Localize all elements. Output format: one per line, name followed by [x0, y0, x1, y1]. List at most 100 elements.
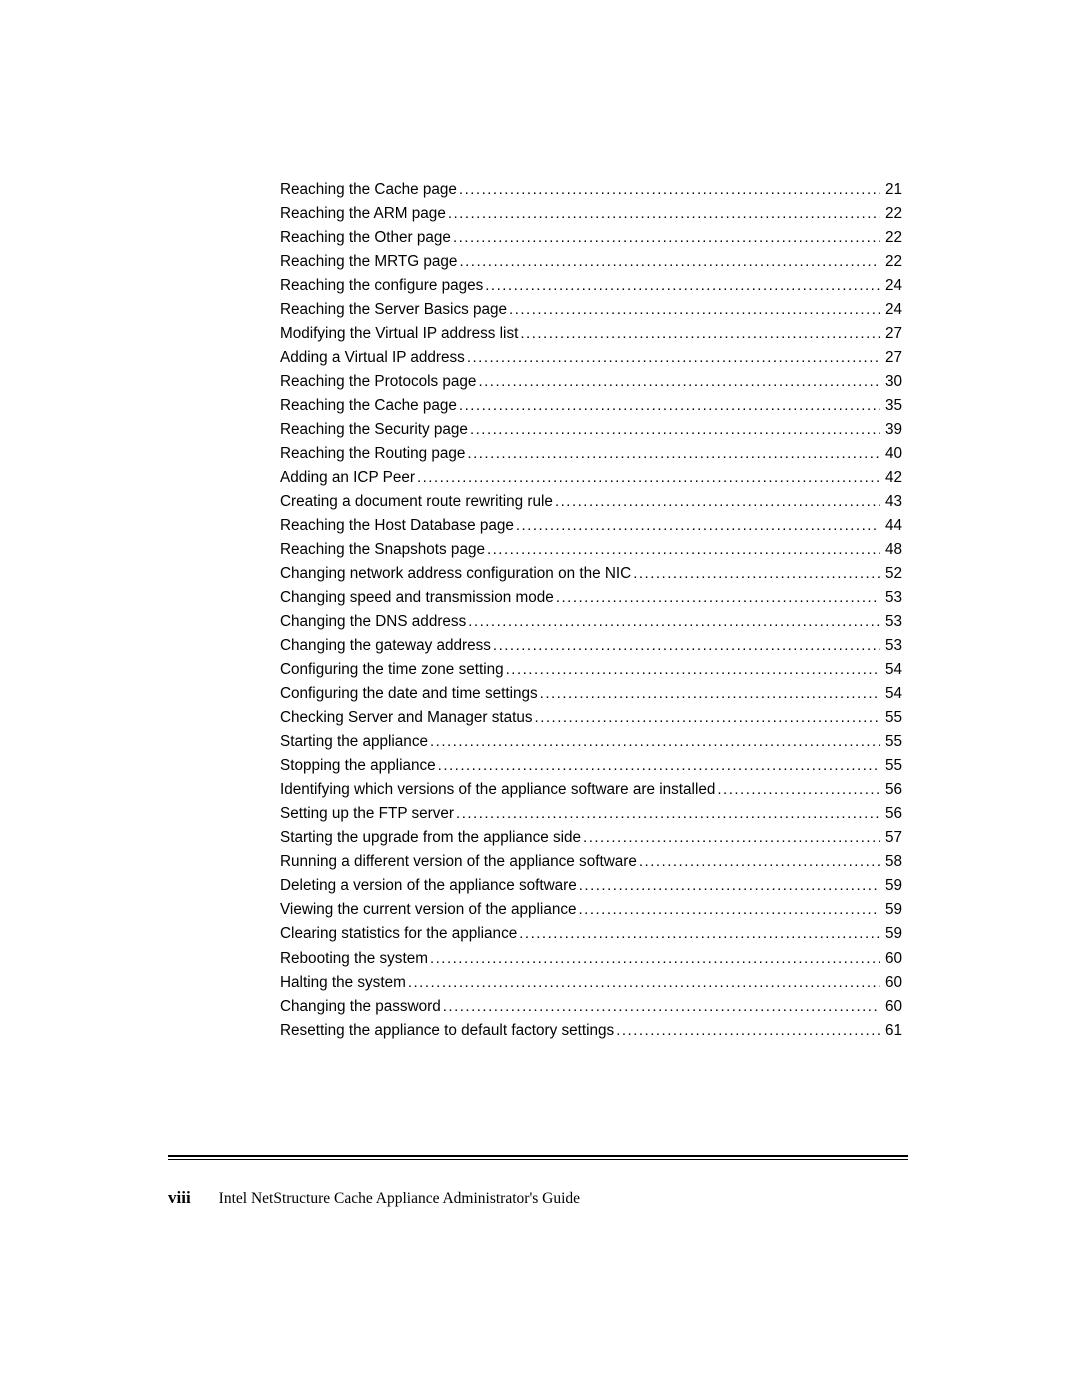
toc-leader-dots: [448, 202, 880, 226]
toc-entry: Adding a Virtual IP address 27: [280, 346, 902, 370]
toc-leader-dots: [443, 995, 880, 1019]
toc-page-number: 22: [882, 226, 902, 250]
toc-page-number: 57: [882, 826, 902, 850]
toc-leader-dots: [438, 754, 880, 778]
toc-leader-dots: [506, 658, 880, 682]
toc-title: Reaching the Snapshots page: [280, 538, 485, 562]
toc-title: Adding an ICP Peer: [280, 466, 415, 490]
toc-entry: Changing the password 60: [280, 995, 902, 1019]
toc-title: Reaching the Other page: [280, 226, 451, 250]
toc-leader-dots: [579, 898, 880, 922]
toc-title: Reaching the ARM page: [280, 202, 446, 226]
toc-page-number: 27: [882, 346, 902, 370]
toc-leader-dots: [520, 322, 880, 346]
toc-page-number: 58: [882, 850, 902, 874]
toc-page-number: 53: [882, 586, 902, 610]
toc-page-number: 40: [882, 442, 902, 466]
toc-title: Rebooting the system: [280, 947, 428, 971]
toc-entry: Reaching the Routing page 40: [280, 442, 902, 466]
toc-title: Starting the appliance: [280, 730, 428, 754]
toc-leader-dots: [717, 778, 880, 802]
toc-page-number: 27: [882, 322, 902, 346]
toc-leader-dots: [519, 922, 880, 946]
toc-page-number: 52: [882, 562, 902, 586]
toc-page-number: 35: [882, 394, 902, 418]
toc-leader-dots: [478, 370, 880, 394]
toc-page-number: 55: [882, 754, 902, 778]
toc-title: Changing the password: [280, 995, 441, 1019]
toc-title: Reaching the MRTG page: [280, 250, 457, 274]
toc-title: Configuring the time zone setting: [280, 658, 504, 682]
toc-page-number: 43: [882, 490, 902, 514]
toc-leader-dots: [633, 562, 880, 586]
toc-title: Reaching the Security page: [280, 418, 468, 442]
toc-leader-dots: [487, 538, 880, 562]
toc-entry: Setting up the FTP server 56: [280, 802, 902, 826]
toc-page-number: 60: [882, 971, 902, 995]
toc-title: Reaching the Server Basics page: [280, 298, 507, 322]
book-title: Intel NetStructure Cache Appliance Admin…: [219, 1190, 580, 1208]
toc-page-number: 44: [882, 514, 902, 538]
toc-title: Configuring the date and time settings: [280, 682, 538, 706]
toc-leader-dots: [639, 850, 880, 874]
toc-leader-dots: [430, 947, 880, 971]
page-number: viii: [168, 1188, 191, 1208]
toc-title: Setting up the FTP server: [280, 802, 454, 826]
toc-page-number: 60: [882, 995, 902, 1019]
toc-page-number: 53: [882, 634, 902, 658]
toc-page-number: 24: [882, 298, 902, 322]
toc-entry: Stopping the appliance 55: [280, 754, 902, 778]
toc-title: Checking Server and Manager status: [280, 706, 533, 730]
toc-page-number: 55: [882, 706, 902, 730]
toc-title: Starting the upgrade from the appliance …: [280, 826, 581, 850]
footer: viii Intel NetStructure Cache Appliance …: [168, 1188, 580, 1208]
toc-page-number: 59: [882, 874, 902, 898]
toc-leader-dots: [408, 971, 880, 995]
toc-entry: Changing the gateway address 53: [280, 634, 902, 658]
toc-entry: Viewing the current version of the appli…: [280, 898, 902, 922]
toc-title: Adding a Virtual IP address: [280, 346, 465, 370]
toc-leader-dots: [467, 442, 880, 466]
toc-page-number: 59: [882, 922, 902, 946]
toc-leader-dots: [516, 514, 880, 538]
toc-leader-dots: [616, 1019, 880, 1043]
toc-page-number: 53: [882, 610, 902, 634]
toc-leader-dots: [459, 178, 880, 202]
toc-leader-dots: [468, 610, 880, 634]
toc-title: Resetting the appliance to default facto…: [280, 1019, 614, 1043]
toc-leader-dots: [459, 394, 880, 418]
toc-leader-dots: [467, 346, 880, 370]
toc-entry: Rebooting the system 60: [280, 947, 902, 971]
toc-title: Running a different version of the appli…: [280, 850, 637, 874]
footer-rule: [168, 1155, 908, 1160]
toc-title: Changing the DNS address: [280, 610, 466, 634]
toc-title: Reaching the configure pages: [280, 274, 483, 298]
toc-page-number: 22: [882, 250, 902, 274]
toc-title: Stopping the appliance: [280, 754, 436, 778]
toc-entry: Reaching the Other page 22: [280, 226, 902, 250]
toc-entry: Changing speed and transmission mode 53: [280, 586, 902, 610]
toc-title: Identifying which versions of the applia…: [280, 778, 715, 802]
toc-page-number: 39: [882, 418, 902, 442]
toc-title: Halting the system: [280, 971, 406, 995]
toc-title: Changing the gateway address: [280, 634, 491, 658]
toc-entry: Deleting a version of the appliance soft…: [280, 874, 902, 898]
toc-entry: Reaching the Protocols page 30: [280, 370, 902, 394]
toc-leader-dots: [417, 466, 880, 490]
toc-entry: Creating a document route rewriting rule…: [280, 490, 902, 514]
toc-title: Changing speed and transmission mode: [280, 586, 554, 610]
toc-title: Creating a document route rewriting rule: [280, 490, 553, 514]
toc-page-number: 60: [882, 947, 902, 971]
toc-leader-dots: [453, 226, 880, 250]
toc-title: Clearing statistics for the appliance: [280, 922, 517, 946]
toc-entry: Checking Server and Manager status 55: [280, 706, 902, 730]
toc-title: Reaching the Cache page: [280, 178, 457, 202]
toc-entry: Reaching the Security page 39: [280, 418, 902, 442]
toc-title: Viewing the current version of the appli…: [280, 898, 577, 922]
toc-entry: Reaching the Cache page 35: [280, 394, 902, 418]
toc-leader-dots: [509, 298, 880, 322]
toc-page-number: 54: [882, 658, 902, 682]
toc-entry: Changing network address configuration o…: [280, 562, 902, 586]
toc-title: Modifying the Virtual IP address list: [280, 322, 518, 346]
toc-title: Reaching the Host Database page: [280, 514, 514, 538]
